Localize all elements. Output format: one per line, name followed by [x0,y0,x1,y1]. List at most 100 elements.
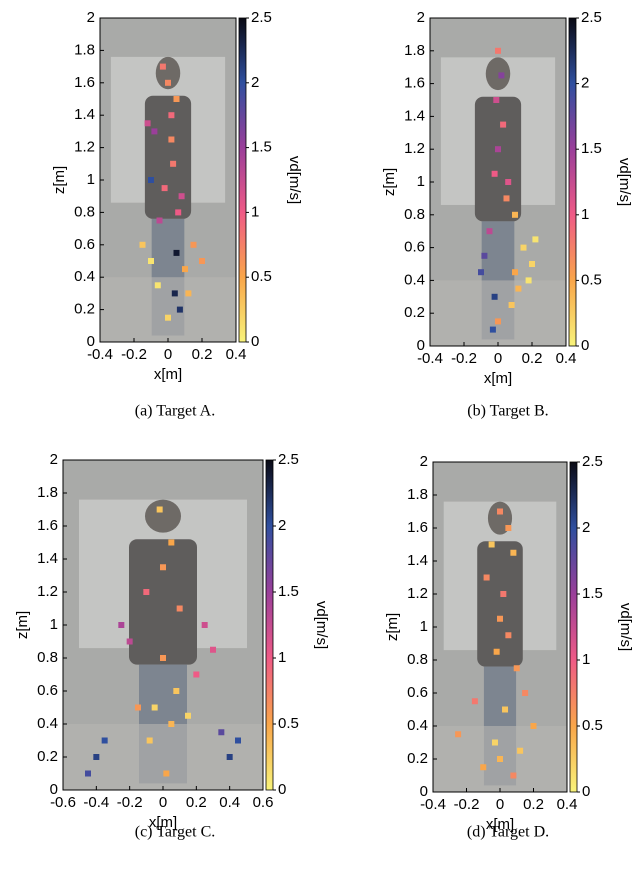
data-point [193,671,200,678]
y-tick-label: 1.6 [74,74,95,91]
data-point [156,506,163,513]
colorbar-tick-label: 1 [251,203,259,220]
data-point [481,252,488,259]
y-tick-label: 1.6 [37,517,58,534]
data-point [165,314,171,321]
data-point [525,277,532,284]
x-axis-label: x[m] [154,366,182,383]
data-point [497,756,503,762]
y-tick-label: 0.6 [37,682,58,699]
x-tick-label: -0.2 [117,794,143,811]
data-point [486,228,493,235]
y-tick-label: 1.4 [404,107,425,124]
data-point [126,638,133,645]
colorbar-label: vd[m/s] [616,158,633,206]
data-point [151,704,158,711]
data-point [161,185,168,192]
y-tick-label: 0 [417,337,425,354]
data-point [168,539,175,546]
data-point [513,665,520,672]
data-point [510,549,517,556]
y-tick-label: 1.2 [407,585,428,602]
caption: (b) Target B. [467,403,548,420]
colorbar-tick-label: 2 [251,74,259,91]
colorbar-tick-label: 2.5 [278,451,299,468]
x-tick-label: 0.4 [226,346,247,363]
x-tick-label: 0 [494,350,502,367]
y-tick-label: 2 [420,453,428,470]
data-point [159,63,166,70]
data-point [170,160,177,167]
data-point [199,258,205,264]
photo-person-head [485,57,511,91]
photo-person-body [477,541,523,667]
y-tick-label: 1 [50,616,58,633]
y-tick-label: 1.8 [404,42,425,59]
y-tick-label: 0.2 [407,750,428,767]
data-point [168,721,175,727]
data-point [530,723,537,729]
y-tick-label: 0.4 [37,715,58,732]
colorbar-tick-label: 1.5 [251,139,272,156]
colorbar-tick-label: 2.5 [251,9,272,26]
y-tick-label: 1.8 [74,41,95,58]
photo-person-body [474,96,522,222]
x-tick-label: 0.2 [186,794,207,811]
data-point [201,622,208,628]
data-point [146,737,153,744]
data-point [480,764,487,771]
data-point [173,688,180,694]
data-point [182,266,188,273]
data-point [226,754,233,760]
colorbar-tick-label: 2 [581,75,589,92]
x-tick-label: 0.2 [522,350,543,367]
data-point [235,737,241,744]
colorbar-label: vd[m/s] [313,601,330,649]
data-point [139,241,146,248]
y-tick-label: 1.4 [37,550,58,567]
colorbar-tick-label: 0.5 [278,715,299,732]
colorbar-tick-label: 1.5 [582,585,603,602]
y-tick-label: 2 [50,451,58,468]
colorbar-tick-label: 0 [582,783,590,800]
data-point [503,195,510,202]
y-tick-label: 1.2 [37,583,58,600]
colorbar-tick-label: 2 [278,517,286,534]
colorbar-tick-label: 1 [278,649,286,666]
data-point [143,589,150,595]
data-point [497,508,503,515]
data-point [498,72,505,79]
data-point [176,306,183,313]
data-point [168,112,175,119]
data-point [500,591,507,597]
y-tick-label: 0.2 [37,748,58,765]
data-point [495,146,501,153]
y-tick-label: 1.8 [407,486,428,503]
data-point [517,747,524,754]
data-point [175,209,182,216]
data-point [455,731,462,738]
data-point [510,772,517,779]
data-point [491,293,498,300]
x-tick-label: 0 [164,346,172,363]
x-tick-label: -0.2 [454,796,480,813]
data-point [171,290,178,297]
x-tick-label: 0.2 [523,796,544,813]
x-tick-label: 0.4 [556,350,577,367]
data-point [101,737,108,744]
y-tick-label: 1.2 [404,140,425,157]
x-tick-label: 0.6 [253,794,274,811]
colorbar-tick-label: 2.5 [581,9,602,26]
data-point [85,770,91,777]
y-tick-label: 0.8 [37,649,58,666]
data-point [483,574,490,581]
data-point [148,258,154,264]
data-point [505,525,512,531]
colorbar-tick-label: 1.5 [581,140,602,157]
colorbar-tick-label: 2.5 [582,453,603,470]
y-tick-label: 0.4 [407,717,428,734]
caption: (c) Target C. [135,824,215,841]
data-point [135,704,141,711]
photo-floor [63,724,263,790]
y-tick-label: 0.8 [404,206,425,223]
